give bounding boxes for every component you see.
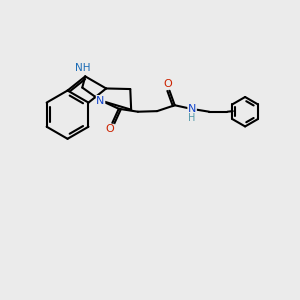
- Text: N: N: [96, 95, 105, 106]
- Text: O: O: [164, 79, 172, 89]
- Text: NH: NH: [75, 63, 91, 73]
- Text: H: H: [188, 112, 196, 123]
- Text: O: O: [106, 124, 114, 134]
- Text: N: N: [188, 104, 196, 114]
